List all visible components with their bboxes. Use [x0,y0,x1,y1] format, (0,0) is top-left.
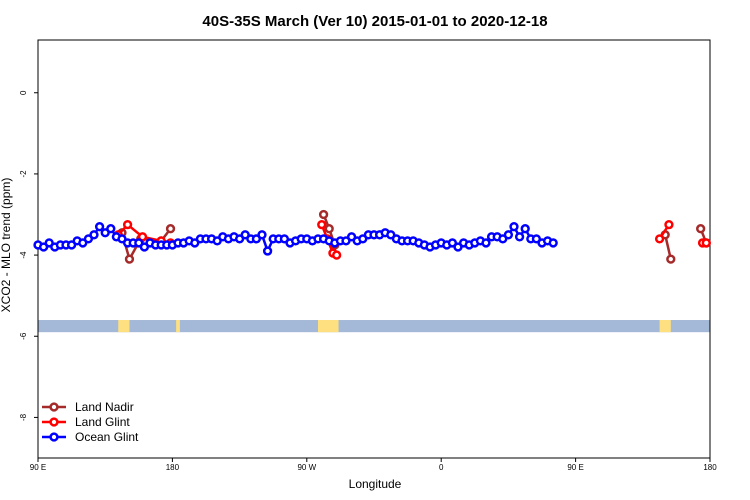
data-point [509,222,519,232]
data-point [317,220,327,230]
land-mass [318,320,339,333]
data-point [481,238,491,248]
land-mass [176,320,180,333]
data-point [324,224,334,234]
y-tick-label: -6 [19,332,28,340]
x-tick-label: 90 W [297,463,316,472]
data-point [257,230,267,240]
data-point [548,238,558,248]
data-point [262,246,273,256]
x-tick-label: 180 [703,463,717,472]
land-mass [659,320,671,333]
y-axis-label: XCO2 - MLO trend (ppm) [0,178,13,313]
data-point [664,220,674,230]
series-ocean-glint [33,222,558,256]
data-point [124,254,135,264]
legend-marker [49,432,59,442]
data-point [94,222,105,232]
data-point [701,238,711,248]
x-tick-label: 180 [166,463,180,472]
legend-marker [49,417,59,427]
data-point [89,230,99,240]
data-point [122,220,133,230]
y-tick-label: -8 [19,413,28,421]
ocean-band [38,320,710,333]
data-point [106,224,116,234]
data-point [666,254,676,264]
y-tick-label: -2 [19,170,28,178]
y-tick-label: -4 [19,251,28,259]
data-point [318,209,329,220]
data-point [654,234,665,244]
data-point [503,230,514,240]
plot-frame [37,39,711,459]
y-tick-label: 0 [19,90,28,95]
x-tick-label: 90 E [30,463,46,472]
data-point [520,224,530,234]
legend-label: Land Glint [75,415,130,429]
legend-label: Land Nadir [75,400,134,414]
x-axis-label: Longitude [349,477,402,491]
land-mass [118,320,130,333]
x-tick-label: 0 [439,463,444,472]
plot-area: 90 E 180 90 W 0 90 E 180 0 -2 -4 -6 -8 [19,39,717,472]
legend-marker [49,402,59,412]
data-point [514,232,525,242]
x-tick-label: 90 E [567,463,583,472]
chart-title: 40S-35S March (Ver 10) 2015-01-01 to 202… [202,13,547,30]
data-point [696,224,706,234]
data-point [332,250,342,260]
data-point [165,224,176,234]
legend-label: Ocean Glint [75,430,139,444]
